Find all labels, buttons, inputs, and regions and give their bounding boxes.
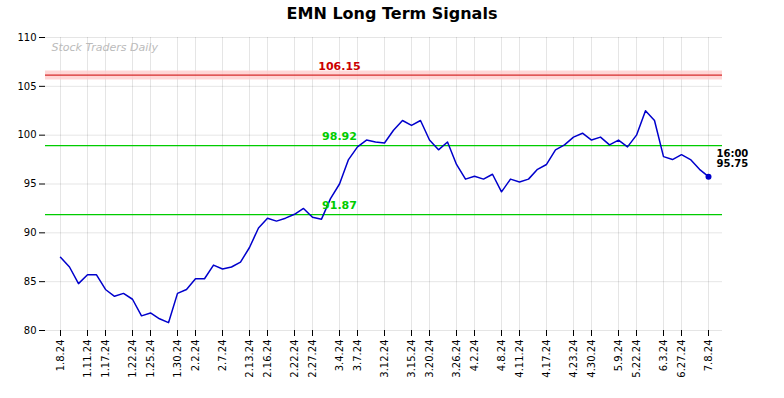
svg-text:80: 80 [24,325,37,336]
svg-text:3.12.24: 3.12.24 [379,340,390,378]
svg-text:4.17.24: 4.17.24 [541,340,552,378]
svg-text:2.7.24: 2.7.24 [217,340,228,372]
svg-text:2.2.24: 2.2.24 [190,340,201,372]
svg-text:3.7.24: 3.7.24 [352,340,363,372]
html-text:EMN Long Term Signals: EMN Long Term Signals [286,4,498,23]
svg-text:1.25.24: 1.25.24 [145,340,156,378]
svg-text:106.15: 106.15 [318,60,360,73]
svg-text:3.4.24: 3.4.24 [334,340,345,372]
svg-text:16:0095.75: 16:0095.75 [717,148,749,169]
svg-text:6.3.24: 6.3.24 [658,340,669,372]
svg-text:6.27.24: 6.27.24 [676,340,687,378]
svg-text:5.22.24: 5.22.24 [631,340,642,378]
svg-text:2.27.24: 2.27.24 [307,340,318,378]
svg-text:1.11.24: 1.11.24 [82,340,93,378]
svg-text:4.11.24: 4.11.24 [514,340,525,378]
svg-text:4.30.24: 4.30.24 [586,340,597,378]
svg-text:1.22.24: 1.22.24 [127,340,138,378]
svg-text:98.92: 98.92 [322,130,357,143]
svg-text:5.9.24: 5.9.24 [613,340,624,372]
svg-text:3.15.24: 3.15.24 [406,340,417,378]
svg-text:90: 90 [24,227,37,238]
svg-text:7.8.24: 7.8.24 [703,340,714,372]
svg-text:4.8.24: 4.8.24 [496,340,507,372]
svg-text:Stock Traders Daily: Stock Traders Daily [52,41,159,54]
svg-text:2.22.24: 2.22.24 [289,340,300,378]
svg-text:1.30.24: 1.30.24 [172,340,183,378]
svg-text:2.16.24: 2.16.24 [262,340,273,378]
svg-text:4.2.24: 4.2.24 [469,340,480,372]
svg-text:110: 110 [17,32,36,43]
svg-text:4.23.24: 4.23.24 [568,340,579,378]
svg-text:3.26.24: 3.26.24 [451,340,462,378]
svg-text:2.13.24: 2.13.24 [244,340,255,378]
svg-text:105: 105 [17,81,36,92]
svg-text:1.17.24: 1.17.24 [100,340,111,378]
svg-text:95: 95 [24,178,37,189]
svg-text:91.87: 91.87 [322,199,357,212]
svg-text:85: 85 [24,276,37,287]
svg-text:1.8.24: 1.8.24 [55,340,66,372]
svg-text:3.20.24: 3.20.24 [424,340,435,378]
svg-text:100: 100 [17,129,36,140]
